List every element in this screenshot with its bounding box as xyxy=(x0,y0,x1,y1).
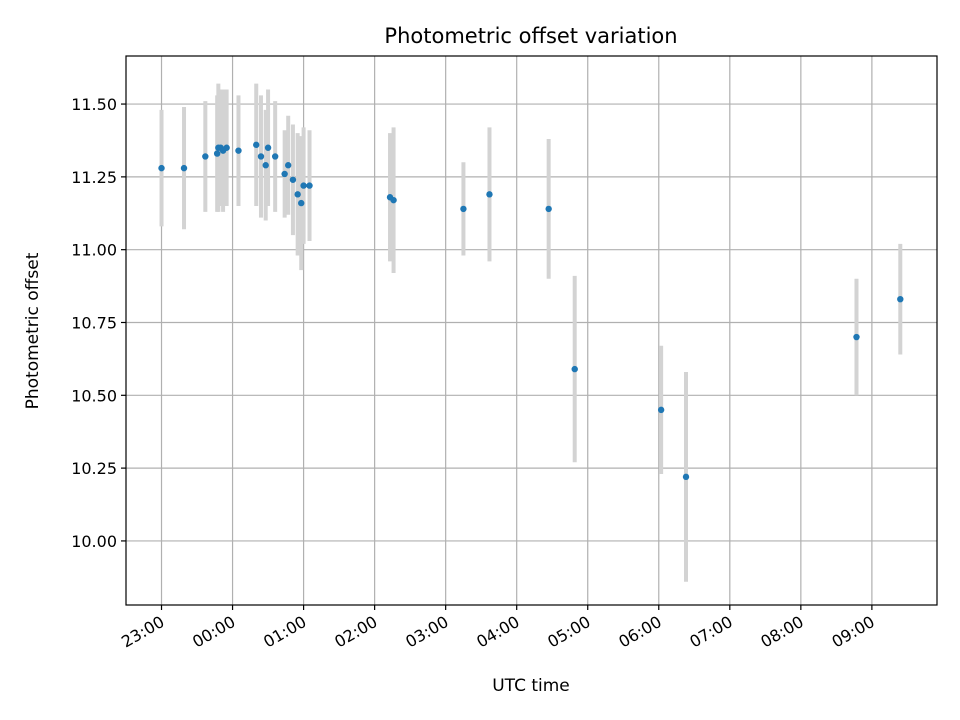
x-tick-label: 00:00 xyxy=(189,612,238,652)
x-tick-label: 04:00 xyxy=(473,612,522,652)
y-tick-label: 10.75 xyxy=(71,313,117,332)
y-tick-label: 10.25 xyxy=(71,459,117,478)
data-point xyxy=(285,162,292,169)
x-tick-label: 06:00 xyxy=(615,612,664,652)
data-point xyxy=(264,144,272,151)
data-point xyxy=(257,153,265,160)
y-tick-label: 11.50 xyxy=(71,95,117,114)
x-tick-label: 07:00 xyxy=(686,612,735,652)
x-tick-label: 23:00 xyxy=(118,612,167,652)
data-point xyxy=(271,153,279,160)
data-point xyxy=(300,182,307,189)
y-tick-label: 11.00 xyxy=(71,241,117,260)
x-axis-ticks: 23:00 00:00 01:00 02:00 03:00 04:00 05:00 06:00… xyxy=(118,605,878,652)
y-tick-label: 11.25 xyxy=(71,168,117,187)
data-point xyxy=(158,164,165,172)
data-point xyxy=(390,196,397,204)
y-axis-title: Photometric offset xyxy=(23,252,43,409)
y-tick-label: 10.50 xyxy=(71,386,117,405)
error-bars xyxy=(159,83,903,582)
data-point xyxy=(853,333,860,341)
x-tick-label: 08:00 xyxy=(757,612,806,652)
data-point xyxy=(281,170,288,178)
data-point xyxy=(180,164,188,172)
data-point xyxy=(897,295,904,303)
grid xyxy=(126,56,937,605)
data-point xyxy=(223,144,230,151)
data-point xyxy=(294,191,301,198)
x-tick-label: 01:00 xyxy=(260,612,309,652)
x-tick-label: 03:00 xyxy=(402,612,451,652)
data-points xyxy=(158,141,904,481)
data-point xyxy=(262,162,269,169)
data-point xyxy=(235,147,242,154)
data-point xyxy=(545,205,552,213)
x-tick-label: 09:00 xyxy=(828,612,877,652)
data-point xyxy=(289,176,297,183)
y-tick-label: 10.00 xyxy=(71,532,117,551)
data-point xyxy=(253,141,260,149)
data-point xyxy=(486,191,493,198)
y-axis-ticks: 10.00 10.25 10.50 10.75 11.00 11.25 11.50 xyxy=(71,95,126,551)
data-point xyxy=(460,205,467,213)
data-point xyxy=(306,182,313,189)
data-point xyxy=(213,150,221,157)
data-point xyxy=(657,406,665,414)
data-point xyxy=(298,199,305,207)
chart-title: Photometric offset variation xyxy=(384,24,677,48)
data-point xyxy=(202,153,209,160)
data-point xyxy=(682,473,690,481)
x-axis-title: UTC time xyxy=(492,676,570,696)
plot-frame xyxy=(125,55,938,606)
x-tick-label: 05:00 xyxy=(544,612,593,652)
x-tick-label: 02:00 xyxy=(331,612,380,652)
data-point xyxy=(571,365,578,373)
